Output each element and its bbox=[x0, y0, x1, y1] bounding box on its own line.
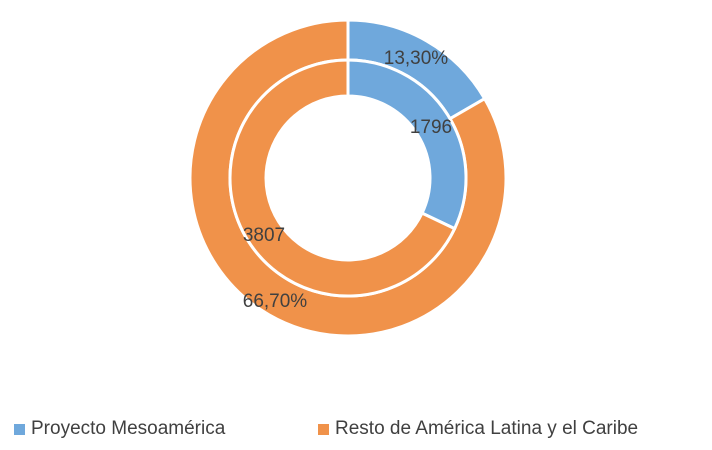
outer-data-label-1: 66,70% bbox=[243, 291, 308, 312]
legend-item-resto-america-latina: Resto de América Latina y el Caribe bbox=[318, 418, 638, 440]
legend-item-proyecto-mesoamerica: Proyecto Mesoamérica bbox=[14, 418, 225, 440]
legend-swatch-proyecto-mesoamerica bbox=[14, 423, 25, 435]
data-labels: 13,30% 66,70% 1796 3807 bbox=[243, 48, 452, 312]
inner-data-label-0: 1796 bbox=[410, 117, 452, 138]
legend-label-proyecto-mesoamerica: Proyecto Mesoamérica bbox=[31, 418, 226, 439]
inner-slice-0 bbox=[346, 58, 468, 231]
legend-label-resto-america-latina: Resto de América Latina y el Caribe bbox=[335, 418, 639, 439]
inner-slice-1 bbox=[228, 58, 457, 298]
donut-chart: 13,30% 66,70% 1796 3807 bbox=[188, 18, 508, 338]
legend: Proyecto Mesoamérica Resto de América La… bbox=[0, 418, 712, 448]
outer-data-label-0: 13,30% bbox=[384, 48, 449, 69]
inner-ring bbox=[228, 58, 468, 298]
inner-data-label-1: 3807 bbox=[243, 225, 285, 246]
legend-swatch-resto-america-latina bbox=[318, 423, 329, 435]
